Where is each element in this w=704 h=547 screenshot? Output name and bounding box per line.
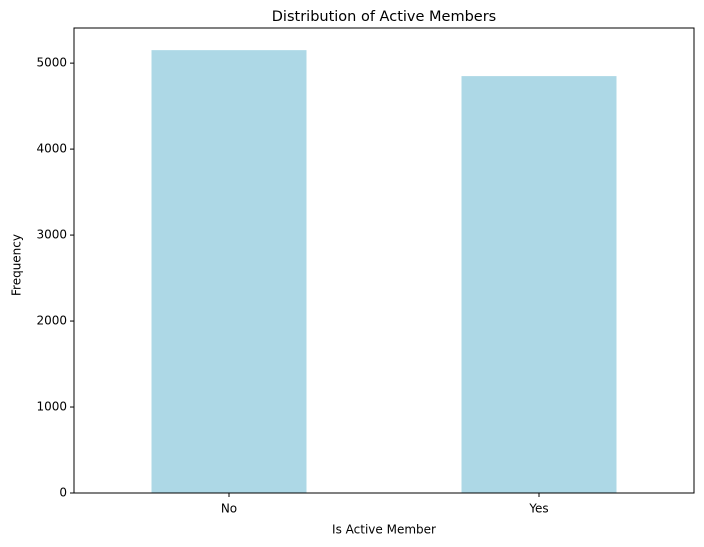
- chart-title: Distribution of Active Members: [272, 9, 496, 25]
- y-tick-label: 2000: [36, 314, 67, 328]
- bar: [461, 76, 617, 493]
- y-tick-label: 3000: [36, 228, 67, 242]
- y-tick-label: 4000: [36, 142, 67, 156]
- x-axis-label: Is Active Member: [332, 523, 436, 537]
- y-tick-label: 1000: [36, 400, 67, 414]
- x-tick-label: Yes: [528, 502, 548, 516]
- y-tick-label: 0: [59, 486, 67, 500]
- y-tick-label: 5000: [36, 56, 67, 70]
- plot-frame: [73, 27, 695, 494]
- x-tick-label: No: [221, 502, 237, 516]
- bar: [151, 50, 307, 494]
- y-axis-label: Frequency: [10, 234, 24, 296]
